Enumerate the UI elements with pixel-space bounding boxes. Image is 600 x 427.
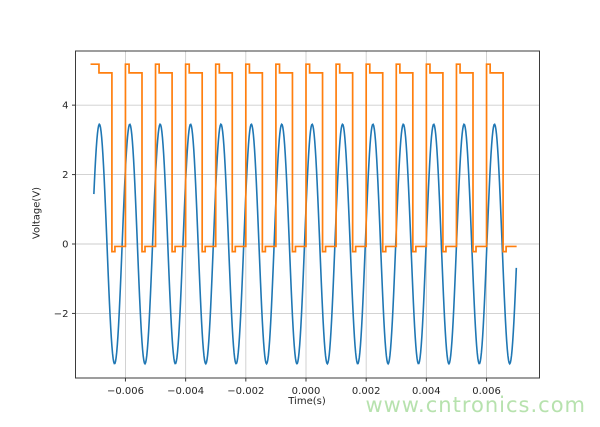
sine-voltage-line <box>93 122 518 366</box>
x-tick-label: 0.000 <box>292 386 321 397</box>
y-tick-label: −2 <box>54 309 69 320</box>
x-axis-label: Time(s) <box>288 396 326 407</box>
y-tick-label: 2 <box>62 170 68 181</box>
y-tick-label: 4 <box>62 101 68 112</box>
square-voltage-line <box>90 63 517 253</box>
x-tick-label: 0.002 <box>352 386 381 397</box>
x-tick-label: 0.004 <box>412 386 441 397</box>
x-tick-label: −0.002 <box>227 386 264 397</box>
x-tick-label: −0.004 <box>167 386 204 397</box>
watermark-text: www.cntronics.com <box>365 393 586 417</box>
y-axis-label: Voltage(V) <box>31 186 43 240</box>
x-tick-label: 0.006 <box>472 386 501 397</box>
y-tick-label: 0 <box>62 240 68 251</box>
plot-border <box>75 50 540 379</box>
x-tick-label: −0.006 <box>107 386 144 397</box>
